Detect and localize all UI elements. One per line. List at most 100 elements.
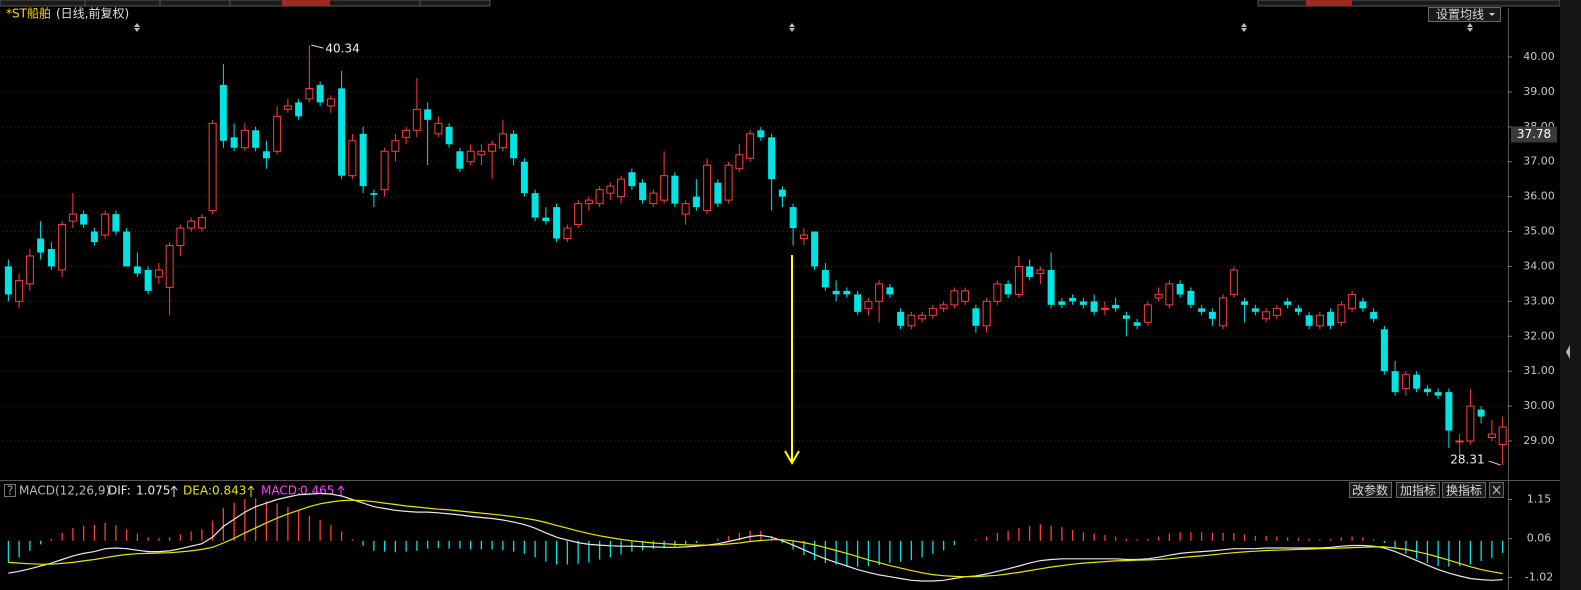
candle-body: [1122, 315, 1130, 319]
candle-body: [488, 143, 497, 152]
candle-body: [316, 84, 324, 103]
candle-body: [811, 231, 819, 267]
candle-body: [391, 140, 400, 152]
button[interactable]: [1396, 482, 1440, 498]
candle-body: [671, 175, 679, 204]
y-tick-label: 30.00: [1523, 399, 1555, 412]
candle-body: [15, 279, 24, 302]
candle-body: [1413, 374, 1421, 389]
candle-body: [875, 283, 884, 302]
candle-body: [133, 266, 141, 274]
dea-value: 0.843: [212, 484, 246, 498]
candle-body: [1359, 301, 1367, 309]
button-label[interactable]: 加指标: [1400, 483, 1436, 498]
candle-body: [1498, 426, 1507, 445]
help-icon[interactable]: ?: [7, 484, 13, 498]
dea-line: [8, 499, 1503, 578]
candle-body: [412, 108, 421, 131]
candle-body: [1466, 405, 1475, 442]
candle-body: [553, 207, 561, 239]
tab-active[interactable]: [282, 0, 330, 6]
candle-body: [864, 300, 873, 309]
y-tick-label: 1.15: [1527, 492, 1552, 505]
candle-body: [832, 290, 840, 295]
tab-active[interactable]: [1306, 0, 1352, 6]
candle-body: [950, 290, 959, 306]
candle-body: [1229, 269, 1238, 295]
candle-body: [531, 193, 539, 218]
candle-body: [854, 294, 862, 312]
candle-body: [80, 214, 88, 225]
marker: [1467, 23, 1473, 27]
candle-body: [58, 224, 67, 271]
candle-body: [1348, 293, 1357, 309]
plot-area: 40.0039.0038.0037.0036.0035.0034.0033.00…: [3, 42, 1557, 583]
candle-body: [252, 130, 260, 148]
macd-label: MACD:: [261, 484, 301, 498]
candle-body: [692, 196, 700, 208]
candle-body: [1165, 283, 1174, 306]
button-label[interactable]: 换指标: [1446, 483, 1482, 498]
candle-body: [1187, 290, 1195, 305]
candle-body: [1477, 409, 1485, 417]
dropdown-caret[interactable]: [1489, 13, 1495, 16]
candle-body: [735, 154, 744, 170]
y-tick-label: 35.00: [1523, 225, 1555, 238]
marker: [1467, 28, 1473, 32]
candle-body: [295, 102, 303, 117]
ma-button-label[interactable]: 设置均线: [1436, 8, 1484, 22]
candle-body: [1004, 283, 1012, 295]
ma-button[interactable]: [1428, 7, 1501, 22]
button[interactable]: [1349, 482, 1392, 498]
candle-body: [176, 227, 185, 247]
marker: [1241, 28, 1247, 32]
candle-body: [424, 109, 432, 120]
candle-body: [1208, 311, 1216, 319]
candle-body: [595, 189, 604, 205]
button-label[interactable]: 改参数: [1352, 483, 1388, 498]
marker: [789, 23, 795, 27]
dif-label: DIF:: [108, 484, 131, 498]
candle-body: [1058, 301, 1066, 305]
candle-body: [821, 269, 829, 288]
candle-body: [1434, 392, 1442, 396]
low-label: 28.31: [1450, 453, 1484, 467]
candle-body: [305, 87, 314, 100]
button[interactable]: [1442, 482, 1486, 498]
tab-bar: [0, 0, 491, 7]
y-tick-label: 0.06: [1527, 532, 1552, 545]
candle-body: [1401, 374, 1410, 390]
candle-body: [165, 245, 174, 288]
candle-body: [584, 199, 593, 205]
candle-body: [681, 203, 690, 215]
candle-body: [101, 213, 110, 236]
candle-body: [897, 311, 905, 326]
candle-body: [1176, 283, 1184, 295]
candle-body: [1370, 311, 1378, 319]
stock-title: *ST船舶: [6, 6, 51, 21]
y-tick-label: 32.00: [1523, 329, 1555, 342]
candle-body: [1112, 304, 1120, 309]
candle-body: [338, 88, 346, 176]
candle-body: [1251, 308, 1259, 312]
arrow-head: [784, 450, 800, 465]
y-tick-label: 34.00: [1523, 259, 1555, 272]
candle-body: [1487, 433, 1496, 439]
candle-body: [961, 290, 970, 302]
candle-body: [197, 217, 206, 229]
dif-arrow: [170, 485, 178, 497]
candle-body: [219, 84, 227, 141]
close-icon[interactable]: [1492, 485, 1501, 495]
candle-body: [1337, 304, 1346, 323]
dif-line: [8, 492, 1503, 582]
y-tick-label: 40.00: [1523, 50, 1555, 63]
y-tick-label: 31.00: [1523, 364, 1555, 377]
candle-body: [1100, 307, 1109, 310]
scroll-arrow[interactable]: [1566, 345, 1570, 359]
candle-body: [208, 122, 217, 212]
candle-body: [68, 213, 77, 222]
scrollbar[interactable]: [1560, 0, 1581, 590]
high-label: 40.34: [325, 42, 359, 56]
candle-body: [498, 133, 507, 149]
help-box[interactable]: [4, 484, 16, 497]
